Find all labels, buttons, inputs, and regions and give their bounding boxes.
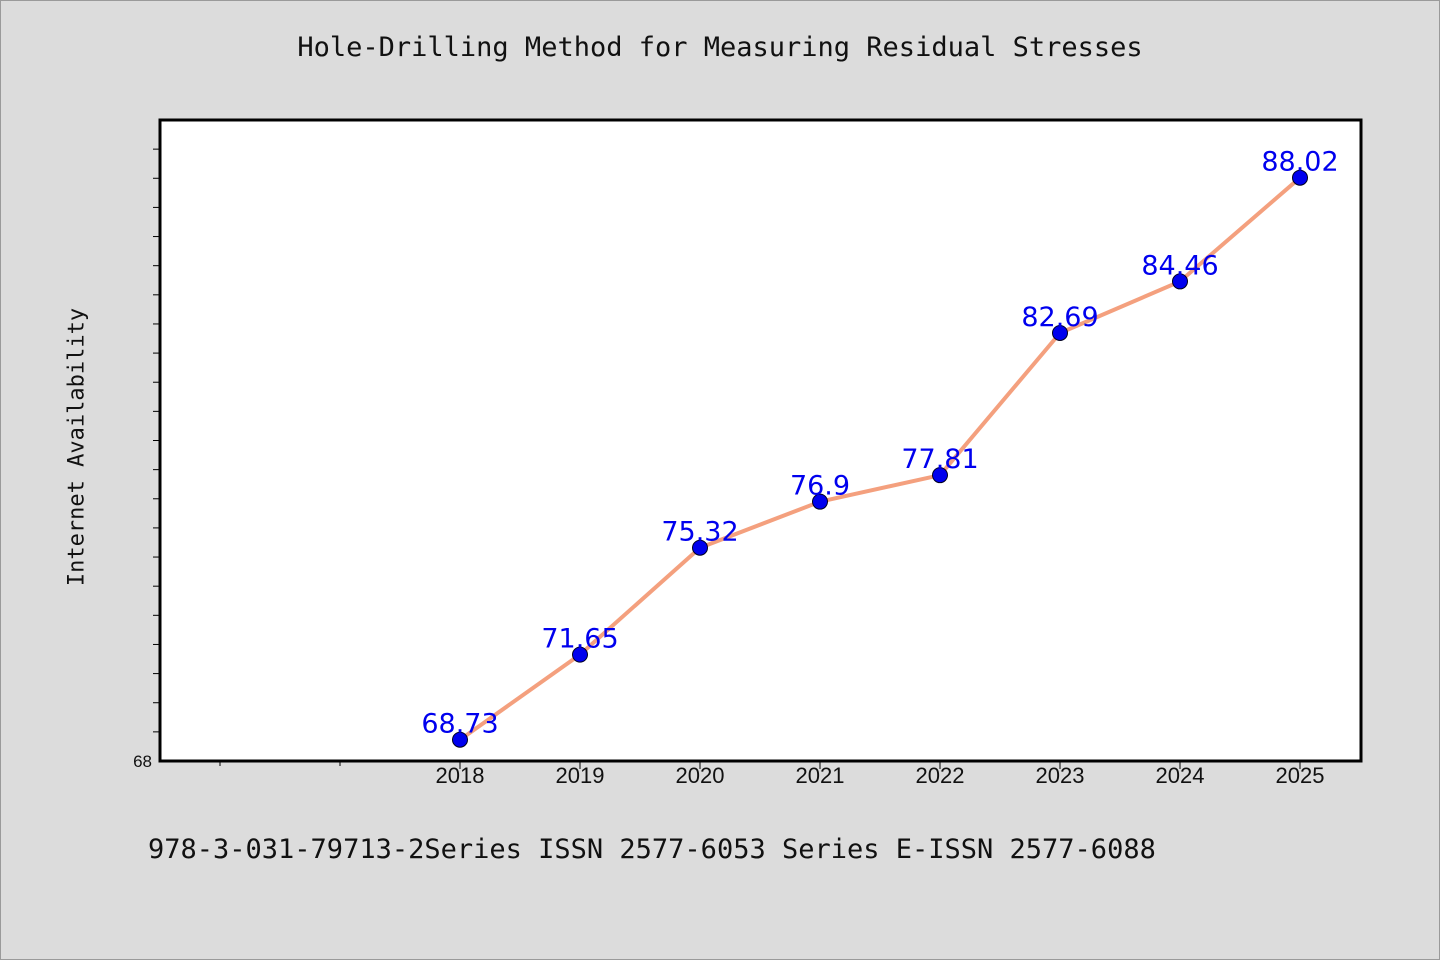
data-point	[812, 493, 828, 510]
data-point	[692, 539, 708, 556]
y-axis-ticks: 68	[133, 148, 159, 771]
data-label: 88.02	[1261, 147, 1338, 178]
x-tick-label: 2023	[1036, 763, 1085, 788]
data-point	[1052, 324, 1068, 341]
data-label: 77.81	[901, 444, 978, 475]
chart-title: Hole-Drilling Method for Measuring Resid…	[297, 32, 1143, 63]
footer-isbn-text: 978-3-031-79713-2Series ISSN 2577-6053 S…	[148, 834, 1156, 865]
x-axis-ticks: 2018 2019 2020 2021 2022 2023 2024 2025	[219, 762, 1325, 788]
x-tick-label: 2019	[556, 763, 605, 788]
y-tick-label: 68	[133, 752, 152, 771]
data-markers	[452, 169, 1308, 748]
data-label: 75.32	[661, 517, 738, 548]
data-point	[452, 731, 468, 748]
data-point	[572, 646, 588, 663]
x-tick-label: 2025	[1276, 763, 1325, 788]
data-labels: 68.73 71.65 75.32 76.9 77.81 82.69 84.46 88.02	[421, 147, 1338, 740]
data-label: 84.46	[1141, 250, 1218, 281]
x-tick-label: 2024	[1156, 763, 1205, 788]
data-point	[1292, 169, 1308, 186]
x-tick-label: 2022	[916, 763, 965, 788]
data-label: 82.69	[1021, 302, 1098, 333]
data-label: 76.9	[790, 471, 850, 502]
series-line	[458, 176, 1302, 742]
data-point	[932, 467, 948, 484]
data-label: 71.65	[541, 624, 618, 655]
x-tick-label: 2018	[436, 763, 485, 788]
x-tick-label: 2021	[796, 763, 845, 788]
data-label: 68.73	[421, 709, 498, 740]
x-tick-label: 2020	[676, 763, 725, 788]
plot-area	[158, 118, 1363, 763]
data-point	[1172, 273, 1188, 290]
